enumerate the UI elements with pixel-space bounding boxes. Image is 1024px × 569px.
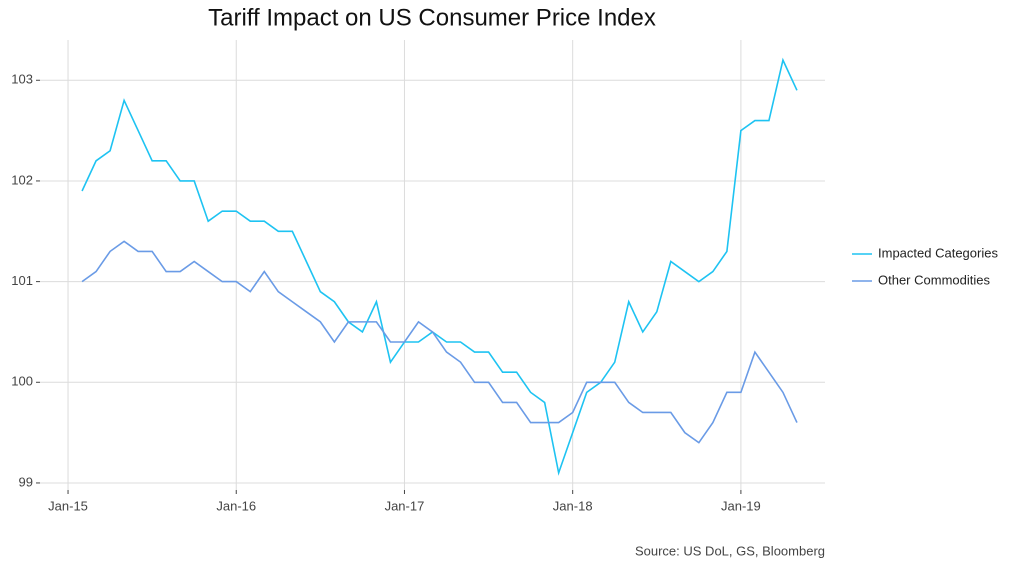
x-tick-label: Jan-17 xyxy=(385,498,425,513)
chart-title: Tariff Impact on US Consumer Price Index xyxy=(208,4,656,31)
legend-label: Other Commodities xyxy=(878,272,990,287)
y-tick-label: 101 xyxy=(11,273,33,288)
y-tick-label: 100 xyxy=(11,374,33,389)
y-tick-label: 103 xyxy=(11,72,33,87)
source-note: Source: US DoL, GS, Bloomberg xyxy=(635,543,825,558)
x-tick-label: Jan-19 xyxy=(721,498,761,513)
series-line xyxy=(81,57,798,476)
y-tick-label: 102 xyxy=(11,172,33,187)
legend: Impacted Categories Other Commodities xyxy=(852,245,998,287)
series-line xyxy=(81,240,798,444)
x-tick-label: Jan-18 xyxy=(553,498,593,513)
x-tick-label: Jan-16 xyxy=(216,498,256,513)
legend-label: Impacted Categories xyxy=(878,245,998,260)
x-tick-label: Jan-15 xyxy=(48,498,88,513)
y-tick-label: 99 xyxy=(19,474,33,489)
